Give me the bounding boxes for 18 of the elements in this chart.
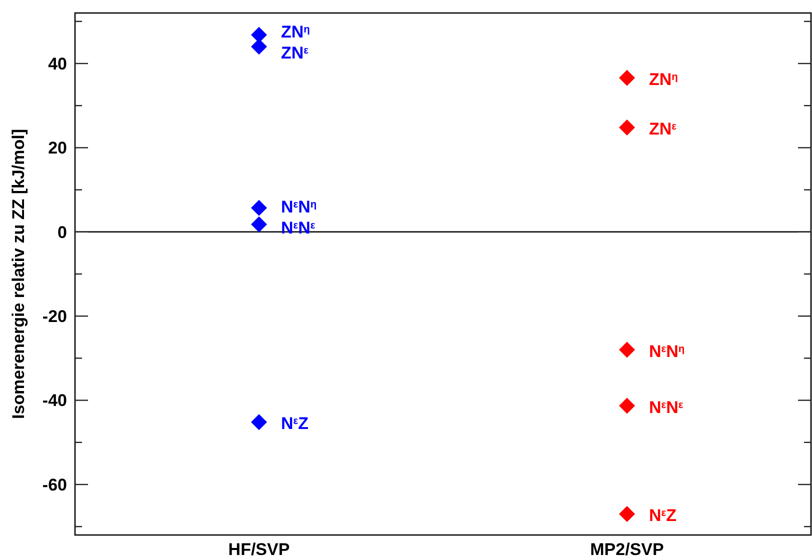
annotation: N$^{ε}$N$^{ε}$ — [649, 398, 684, 417]
annotation: N$^{ε}$Z — [649, 506, 677, 525]
y-tick-label: 40 — [48, 54, 67, 74]
y-tick-label: -20 — [42, 307, 67, 326]
y-axis-title: Isomerenergie relativ zu ZZ [kJ/mol] — [9, 128, 28, 420]
y-tick-label: -60 — [42, 475, 67, 494]
annotation: ZN$^{ε}$ — [281, 43, 309, 62]
annotation: ZN$^{η}$ — [649, 70, 678, 89]
annotation: ZN$^{η}$ — [281, 22, 310, 42]
y-tick-label: 0 — [58, 222, 67, 242]
annotation: N$^{ε}$N$^{η}$ — [281, 198, 317, 217]
x-tick-label: MP2/SVP — [590, 540, 664, 559]
annotation: N$^{ε}$Z — [281, 414, 309, 434]
x-tick-label: HF/SVP — [228, 540, 290, 559]
y-tick-label: -40 — [42, 391, 67, 410]
annotation: ZN$^{ε}$ — [649, 120, 677, 139]
annotation: N$^{ε}$N$^{η}$ — [649, 342, 685, 361]
y-tick-label: 20 — [48, 138, 67, 158]
